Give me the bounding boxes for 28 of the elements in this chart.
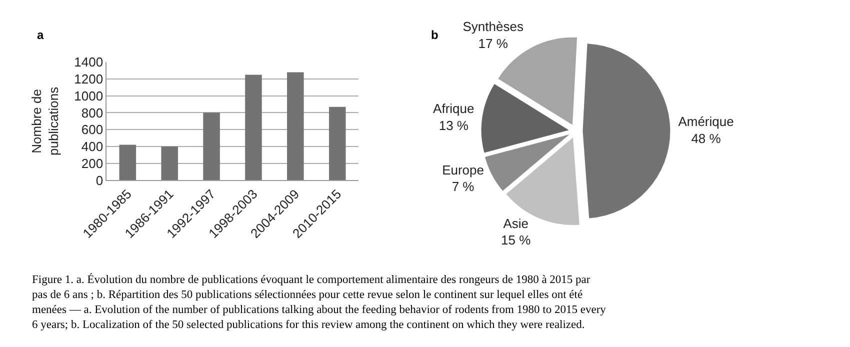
slice-label: Afrique [433,101,474,116]
y-axis-title: Nombre de publications [29,86,62,156]
y-tick-label: 1000 [74,88,104,104]
data-label: 15 % [501,232,532,248]
data-label: 48 % [691,131,722,146]
y-tick-label: 600 [81,122,104,138]
bar [287,72,304,180]
y-tick-label: 400 [81,139,104,154]
bar [119,144,136,180]
data-label: 7 % [452,179,475,194]
bar [245,74,262,180]
slice-label: Asie [503,216,529,231]
y-tick-label: 1400 [74,54,104,70]
y-tick-label: 200 [81,156,104,171]
y-tick-label: 800 [81,105,104,120]
text: a [37,28,44,42]
caption: Figure 1. a. Évolution du nombre de publications évoquant le comportement alimentaire des rongeurs de 1980 à 2015 par pas de 6 ans ; b. Répartition des 50 publications sélectionnées pour cette revue selon le continent sur lequel elles ont été menées — a. Evolution of the number of publications talking about the feeding behavior of rodents from 1980 to 2015 every 6 years; b. Localization of the 50 selected publications for this review among the continent on which they were realized. [32,273,606,331]
data-label: 17 % [478,36,508,51]
text: b [431,28,438,42]
data-label: 13 % [438,118,469,133]
y-tick-label: 1200 [74,72,104,87]
bar [203,112,220,180]
slice-label: Europe [442,162,484,178]
slice-label: Synthèses [462,18,524,34]
slice-label: Amérique [678,114,734,130]
bar [328,106,346,180]
bar [161,146,178,180]
y-tick-label: 0 [96,172,104,188]
